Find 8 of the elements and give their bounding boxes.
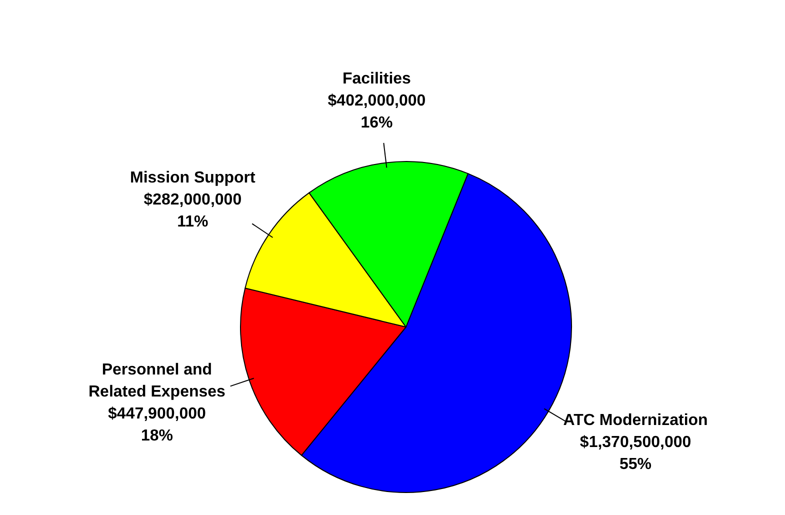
- data-label: $447,900,000 18%: [108, 406, 206, 444]
- data-label: $402,000,000 16%: [328, 92, 426, 132]
- slice-label: ATC Modernization: [563, 412, 708, 430]
- slice-label: Personnel and Related Expenses: [88, 362, 226, 400]
- slice-label: Facilities: [342, 70, 412, 88]
- data-label: $1,370,500,000 55%: [580, 434, 692, 474]
- data-label: $282,000,000 11%: [144, 192, 242, 231]
- slice-label: Mission Support: [130, 170, 256, 187]
